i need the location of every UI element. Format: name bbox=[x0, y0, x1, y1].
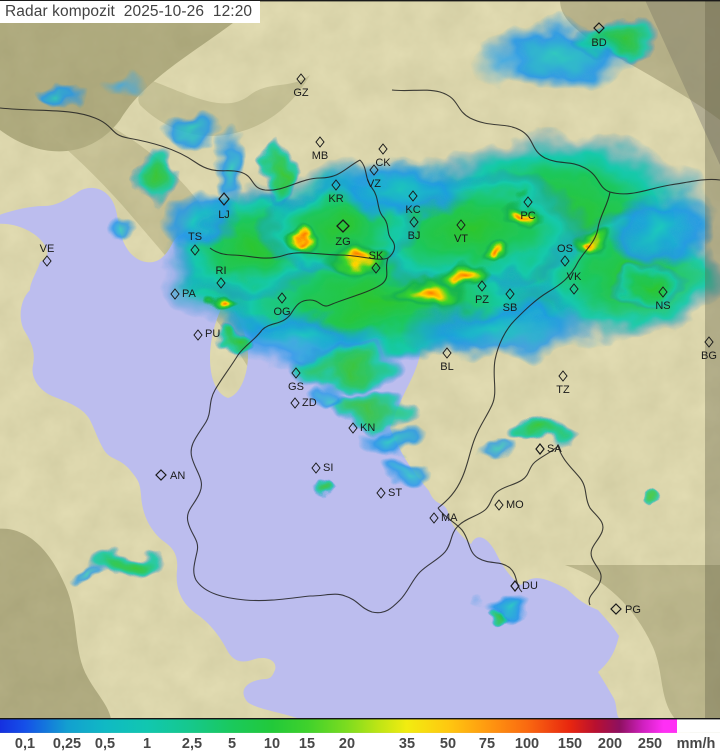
svg-text:DU: DU bbox=[522, 580, 538, 592]
svg-text:OG: OG bbox=[273, 306, 290, 318]
svg-text:15: 15 bbox=[299, 736, 315, 751]
svg-text:RI: RI bbox=[216, 265, 227, 277]
svg-text:PU: PU bbox=[205, 328, 220, 340]
svg-text:20: 20 bbox=[339, 736, 355, 751]
svg-text:MO: MO bbox=[506, 499, 524, 511]
svg-text:BG: BG bbox=[701, 350, 717, 362]
svg-text:0,25: 0,25 bbox=[53, 736, 81, 751]
svg-text:VZ: VZ bbox=[367, 178, 381, 190]
svg-text:TS: TS bbox=[188, 231, 202, 243]
svg-text:GZ: GZ bbox=[293, 87, 309, 99]
svg-text:0,5: 0,5 bbox=[95, 736, 115, 751]
svg-text:LJ: LJ bbox=[218, 209, 230, 221]
svg-text:VK: VK bbox=[567, 271, 582, 283]
svg-text:250: 250 bbox=[638, 736, 662, 751]
svg-text:200: 200 bbox=[598, 736, 622, 751]
svg-text:PA: PA bbox=[182, 288, 197, 300]
svg-text:ZD: ZD bbox=[302, 397, 317, 409]
svg-text:BJ: BJ bbox=[408, 230, 421, 242]
svg-text:SI: SI bbox=[323, 462, 333, 474]
svg-text:150: 150 bbox=[558, 736, 582, 751]
svg-text:PG: PG bbox=[625, 604, 641, 616]
svg-text:ZG: ZG bbox=[335, 236, 350, 248]
svg-text:AN: AN bbox=[170, 470, 185, 482]
svg-text:KC: KC bbox=[405, 204, 420, 216]
svg-text:MB: MB bbox=[312, 150, 329, 162]
svg-text:MA: MA bbox=[441, 512, 458, 524]
svg-text:VT: VT bbox=[454, 233, 468, 245]
svg-text:GS: GS bbox=[288, 381, 304, 393]
svg-text:mm/h: mm/h bbox=[677, 736, 716, 751]
svg-text:SK: SK bbox=[369, 250, 384, 262]
svg-text:CK: CK bbox=[375, 157, 391, 169]
svg-text:TZ: TZ bbox=[556, 384, 570, 396]
svg-text:35: 35 bbox=[399, 736, 415, 751]
svg-text:2,5: 2,5 bbox=[182, 736, 202, 751]
svg-text:100: 100 bbox=[515, 736, 539, 751]
svg-text:NS: NS bbox=[655, 300, 670, 312]
svg-text:75: 75 bbox=[479, 736, 495, 751]
svg-text:SA: SA bbox=[547, 443, 562, 455]
svg-text:OS: OS bbox=[557, 243, 573, 255]
svg-text:5: 5 bbox=[228, 736, 236, 751]
svg-text:VE: VE bbox=[40, 243, 55, 255]
svg-text:BD: BD bbox=[591, 37, 606, 49]
svg-text:1: 1 bbox=[143, 736, 151, 751]
svg-text:PC: PC bbox=[520, 210, 535, 222]
svg-text:ST: ST bbox=[388, 487, 402, 499]
svg-text:SB: SB bbox=[503, 302, 518, 314]
svg-text:KN: KN bbox=[360, 422, 375, 434]
svg-text:PZ: PZ bbox=[475, 294, 489, 306]
svg-text:BL: BL bbox=[440, 361, 453, 373]
svg-text:10: 10 bbox=[264, 736, 280, 751]
svg-text:0,1: 0,1 bbox=[15, 736, 35, 751]
svg-text:50: 50 bbox=[440, 736, 456, 751]
svg-text:KR: KR bbox=[328, 193, 343, 205]
